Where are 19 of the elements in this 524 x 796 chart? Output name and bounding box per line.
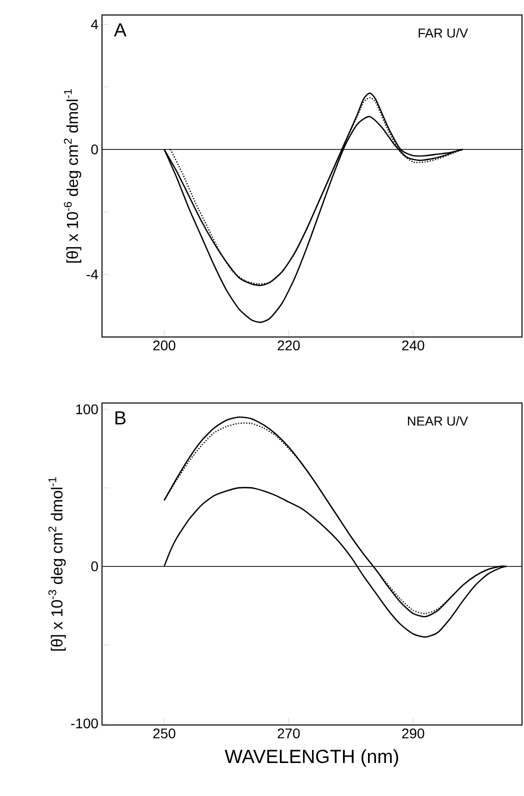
x-tick-label: 240 [402, 340, 424, 350]
y-tick-label: 0 [91, 561, 98, 572]
annotation: B [115, 411, 126, 424]
x-tick-label: 250 [153, 728, 176, 738]
y-axis-title: [θ] x 10$^{-3}$ deg cm$^{2}$ dmol$^{-1}$ [48, 477, 66, 651]
y-tick-label: 0 [91, 144, 98, 154]
y-tick-label: -4 [86, 270, 98, 280]
x-axis-title: WAVELENGTH (nm) [224, 749, 398, 767]
y-tick-label: 100 [76, 404, 98, 414]
y-tick-label: 4 [91, 20, 98, 30]
annotation: NEAR U/V [408, 416, 468, 426]
x-tick-label: 270 [278, 728, 300, 738]
y-axis-title: [θ] x 10$^{-6}$ deg cm$^{2}$ dmol$^{-1}$ [64, 89, 82, 263]
y-tick-label: -100 [71, 718, 98, 728]
x-tick-label: 290 [402, 728, 424, 738]
x-tick-label: 220 [278, 340, 300, 350]
x-tick-label: 200 [153, 340, 176, 350]
annotation: A [114, 23, 126, 36]
annotation: FAR U/V [418, 28, 468, 38]
